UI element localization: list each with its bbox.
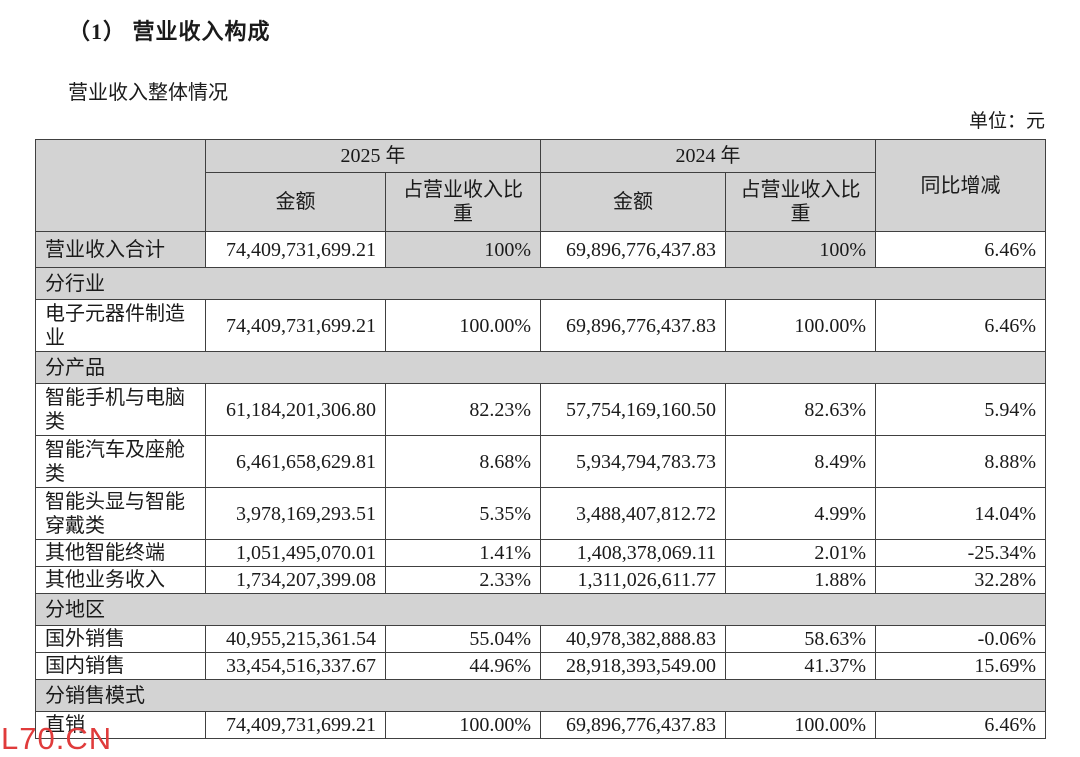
row-label: 智能手机与电脑类 bbox=[35, 383, 206, 436]
section-row-label: 分行业 bbox=[35, 267, 1046, 300]
table-row: 智能头显与智能穿戴类 3,978,169,293.51 5.35% 3,488,407… bbox=[35, 487, 1046, 540]
section-row-label: 分产品 bbox=[35, 351, 1046, 384]
section-row: 分销售模式 bbox=[35, 679, 1046, 712]
ratio-2024-cell: 100% bbox=[725, 231, 876, 268]
ratio-2024-cell: 1.88% bbox=[725, 566, 876, 594]
table-row: 国内销售 33,454,516,337.67 44.96% 28,918,393,54… bbox=[35, 652, 1046, 680]
table-row: 营业收入合计 74,409,731,699.21 100% 69,896,776,43… bbox=[35, 231, 1046, 268]
table-row: 其他智能终端 1,051,495,070.01 1.41% 1,408,378,069… bbox=[35, 539, 1046, 567]
ratio-2025-cell: 5.35% bbox=[385, 487, 541, 540]
row-label: 营业收入合计 bbox=[35, 231, 206, 268]
ratio-2024-cell: 4.99% bbox=[725, 487, 876, 540]
ratio-2025-cell: 44.96% bbox=[385, 652, 541, 680]
table-row: 国外销售 40,955,215,361.54 55.04% 40,978,382,88… bbox=[35, 625, 1046, 653]
row-label: 国外销售 bbox=[35, 625, 206, 653]
amount-2025-cell: 3,978,169,293.51 bbox=[205, 487, 386, 540]
header-year-2024: 2024 年 bbox=[540, 139, 876, 173]
amount-2025-cell: 1,734,207,399.08 bbox=[205, 566, 386, 594]
amount-2025-cell: 61,184,201,306.80 bbox=[205, 383, 386, 436]
watermark-text: L70.CN bbox=[1, 721, 113, 756]
ratio-2024-cell: 58.63% bbox=[725, 625, 876, 653]
ratio-2024-cell: 100.00% bbox=[725, 711, 876, 739]
row-label: 电子元器件制造业 bbox=[35, 299, 206, 352]
amount-2024-cell: 1,408,378,069.11 bbox=[540, 539, 726, 567]
ratio-2025-cell: 100.00% bbox=[385, 711, 541, 739]
amount-2025-cell: 1,051,495,070.01 bbox=[205, 539, 386, 567]
yoy-cell: 6.46% bbox=[875, 231, 1046, 268]
table-row: 直销 74,409,731,699.21 100.00% 69,896,776,437… bbox=[35, 711, 1046, 739]
row-label: 智能汽车及座舱类 bbox=[35, 435, 206, 488]
section-subtitle: 营业收入整体情况 bbox=[68, 82, 228, 104]
yoy-cell: 8.88% bbox=[875, 435, 1046, 488]
amount-2025-cell: 6,461,658,629.81 bbox=[205, 435, 386, 488]
amount-2024-cell: 5,934,794,783.73 bbox=[540, 435, 726, 488]
unit-label: 单位：元 bbox=[968, 111, 1045, 132]
ratio-2025-cell: 1.41% bbox=[385, 539, 541, 567]
row-label: 国内销售 bbox=[35, 652, 206, 680]
amount-2024-cell: 3,488,407,812.72 bbox=[540, 487, 726, 540]
yoy-cell: -0.06% bbox=[875, 625, 1046, 653]
header-ratio-2024: 占营业收入比重 bbox=[725, 172, 876, 232]
yoy-cell: -25.34% bbox=[875, 539, 1046, 567]
amount-2025-cell: 74,409,731,699.21 bbox=[205, 711, 386, 739]
section-row: 分行业 bbox=[35, 267, 1046, 300]
header-amount-2024: 金额 bbox=[540, 172, 726, 232]
yoy-cell: 6.46% bbox=[875, 299, 1046, 352]
row-label: 其他智能终端 bbox=[35, 539, 206, 567]
ratio-2025-cell: 55.04% bbox=[385, 625, 541, 653]
section-row: 分地区 bbox=[35, 593, 1046, 626]
amount-2024-cell: 40,978,382,888.83 bbox=[540, 625, 726, 653]
header-year-2025: 2025 年 bbox=[205, 139, 541, 173]
ratio-2024-cell: 2.01% bbox=[725, 539, 876, 567]
amount-2024-cell: 69,896,776,437.83 bbox=[540, 711, 726, 739]
page-title: （1） 营业收入构成 bbox=[68, 19, 271, 44]
row-label: 其他业务收入 bbox=[35, 566, 206, 594]
amount-2024-cell: 1,311,026,611.77 bbox=[540, 566, 726, 594]
ratio-2025-cell: 8.68% bbox=[385, 435, 541, 488]
ratio-2024-cell: 41.37% bbox=[725, 652, 876, 680]
section-row-label: 分销售模式 bbox=[35, 679, 1046, 712]
amount-2024-cell: 69,896,776,437.83 bbox=[540, 231, 726, 268]
table-row: 电子元器件制造业 74,409,731,699.21 100.00% 69,896,7… bbox=[35, 299, 1046, 352]
ratio-2025-cell: 2.33% bbox=[385, 566, 541, 594]
yoy-cell: 14.04% bbox=[875, 487, 1046, 540]
amount-2024-cell: 28,918,393,549.00 bbox=[540, 652, 726, 680]
table-row: 智能手机与电脑类 61,184,201,306.80 82.23% 57,754,16… bbox=[35, 383, 1046, 436]
amount-2024-cell: 57,754,169,160.50 bbox=[540, 383, 726, 436]
amount-2025-cell: 40,955,215,361.54 bbox=[205, 625, 386, 653]
ratio-2024-cell: 82.63% bbox=[725, 383, 876, 436]
section-row: 分产品 bbox=[35, 351, 1046, 384]
yoy-cell: 5.94% bbox=[875, 383, 1046, 436]
amount-2024-cell: 69,896,776,437.83 bbox=[540, 299, 726, 352]
header-ratio-2025: 占营业收入比重 bbox=[385, 172, 541, 232]
ratio-2025-cell: 100.00% bbox=[385, 299, 541, 352]
table-row: 智能汽车及座舱类 6,461,658,629.81 8.68% 5,934,794,7… bbox=[35, 435, 1046, 488]
header-yoy: 同比增减 bbox=[875, 139, 1046, 232]
yoy-cell: 15.69% bbox=[875, 652, 1046, 680]
yoy-cell: 32.28% bbox=[875, 566, 1046, 594]
amount-2025-cell: 74,409,731,699.21 bbox=[205, 299, 386, 352]
ratio-2025-cell: 82.23% bbox=[385, 383, 541, 436]
yoy-cell: 6.46% bbox=[875, 711, 1046, 739]
ratio-2025-cell: 100% bbox=[385, 231, 541, 268]
ratio-2024-cell: 100.00% bbox=[725, 299, 876, 352]
ratio-2024-cell: 8.49% bbox=[725, 435, 876, 488]
table-body: 营业收入合计 74,409,731,699.21 100% 69,896,776,43… bbox=[35, 231, 1046, 739]
revenue-composition-table: 2025 年 2024 年 同比增减 金额 占营业收入比重 金额 占营业收入比重… bbox=[35, 139, 1046, 739]
header-empty-cell bbox=[35, 139, 206, 232]
table-row: 其他业务收入 1,734,207,399.08 2.33% 1,311,026,611… bbox=[35, 566, 1046, 594]
row-label: 智能头显与智能穿戴类 bbox=[35, 487, 206, 540]
header-amount-2025: 金额 bbox=[205, 172, 386, 232]
amount-2025-cell: 33,454,516,337.67 bbox=[205, 652, 386, 680]
row-label: 直销 bbox=[35, 711, 206, 739]
amount-2025-cell: 74,409,731,699.21 bbox=[205, 231, 386, 268]
section-row-label: 分地区 bbox=[35, 593, 1046, 626]
